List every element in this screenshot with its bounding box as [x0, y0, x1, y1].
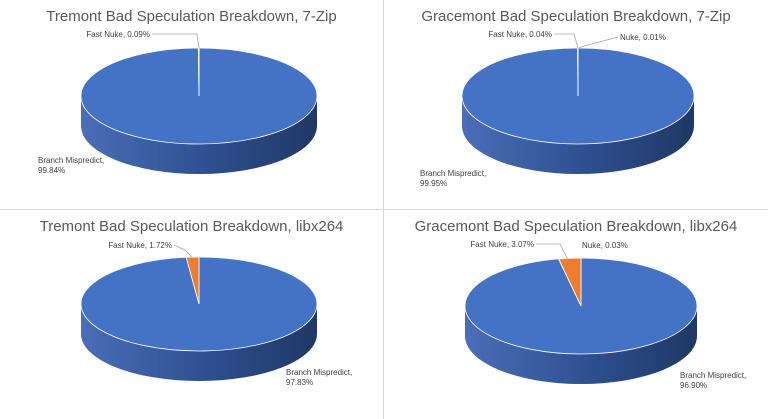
pie-side-wall: [81, 96, 317, 174]
data-label-fast-nuke: Fast Nuke, 3.07%: [470, 240, 534, 249]
pie-chart: Branch Mispredict, 99.84% Fast Nuke, 0.09%: [38, 30, 318, 175]
chart-panel-tremont-libx264: Branch Mispredict, 97.83% Fast Nuke, 1.72%…: [0, 210, 383, 419]
data-label-fast-nuke: Fast Nuke, 0.04%: [488, 30, 552, 39]
chart-panel-tremont-7zip: Branch Mispredict, 99.84% Fast Nuke, 0.09%…: [0, 0, 383, 209]
pie-side-wall: [465, 306, 697, 384]
data-label-branch-mispredict: Branch Mispredict, 96.90%: [680, 371, 746, 390]
leader-line-fast-nuke: [536, 243, 569, 261]
chart-title: Tremont Bad Speculation Breakdown, 7-Zip: [46, 8, 337, 25]
data-label-fast-nuke: Fast Nuke, 1.72%: [108, 241, 172, 250]
leader-line-fast-nuke: [152, 33, 200, 49]
chart-panel-gracemont-7zip: Branch Mispredict, 99.95% Fast Nuke, 0.04%…: [384, 0, 768, 209]
pie-chart: Branch Mispredict, 99.95% Fast Nuke, 0.04%…: [420, 30, 695, 188]
pie-chart: Branch Mispredict, 97.83% Fast Nuke, 1.72%: [80, 241, 352, 387]
chart-title: Gracemont Bad Speculation Breakdown, lib…: [414, 218, 738, 235]
chart-title: Tremont Bad Speculation Breakdown, libx2…: [39, 218, 344, 235]
data-label-branch-mispredict: Branch Mispredict, 99.95%: [420, 169, 486, 188]
chart-title: Gracemont Bad Speculation Breakdown, 7-Z…: [421, 8, 731, 25]
data-label-branch-mispredict: Branch Mispredict, 99.84%: [38, 156, 104, 175]
pie-chart: Branch Mispredict, 96.90% Fast Nuke, 3.07%…: [464, 240, 746, 390]
leader-line-fast-nuke: [554, 33, 579, 49]
leader-line-fast-nuke: [173, 244, 193, 258]
data-label-nuke: Nuke, 0.03%: [582, 241, 628, 250]
data-label-branch-mispredict: Branch Mispredict, 97.83%: [286, 368, 352, 387]
data-label-nuke: Nuke, 0.01%: [620, 33, 666, 42]
pie-slice-fast-nuke: [558, 257, 582, 307]
panel-divider-horizontal: [0, 209, 768, 210]
pie-slice-fast-nuke: [185, 256, 200, 305]
pie-side-wall: [462, 96, 694, 174]
data-label-fast-nuke: Fast Nuke, 0.09%: [86, 30, 150, 39]
chart-panel-gracemont-libx264: Branch Mispredict, 96.90% Fast Nuke, 3.07%…: [384, 210, 768, 419]
pie-side-wall: [81, 304, 317, 381]
leader-line-nuke: [578, 36, 619, 49]
